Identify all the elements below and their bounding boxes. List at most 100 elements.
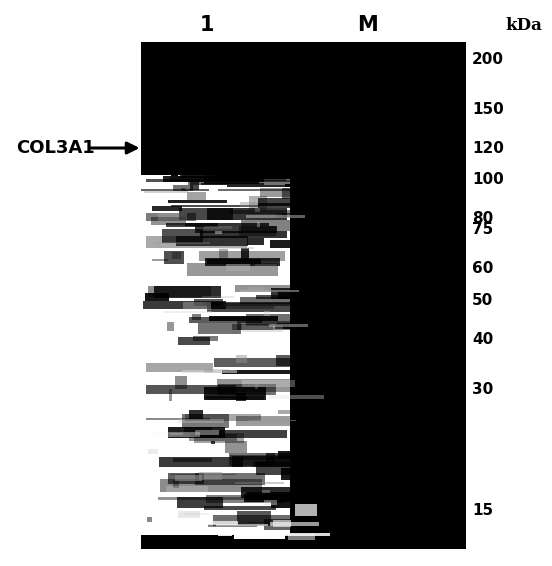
Bar [240, 297, 339, 304]
Bar [241, 220, 313, 231]
Bar [146, 363, 213, 372]
Bar [244, 494, 304, 502]
Bar [183, 170, 301, 178]
Bar [268, 395, 324, 399]
Bar [185, 414, 261, 422]
Bar [218, 534, 232, 536]
Bar [255, 381, 258, 389]
Bar [219, 174, 304, 178]
Bar [203, 302, 220, 305]
Bar [221, 533, 251, 534]
Bar [175, 475, 203, 481]
Bar [162, 229, 203, 243]
Bar [246, 492, 304, 500]
Bar [171, 168, 233, 175]
Text: kDa: kDa [505, 17, 542, 34]
Bar [236, 416, 327, 426]
Bar [146, 169, 263, 172]
Bar [189, 434, 237, 441]
Bar [146, 179, 217, 182]
Bar [218, 189, 325, 191]
Bar [143, 302, 226, 309]
Bar [242, 325, 283, 332]
Bar [199, 251, 285, 261]
Bar [274, 173, 291, 177]
Bar [232, 324, 273, 330]
Bar [166, 224, 217, 227]
Bar [204, 368, 229, 373]
Bar [257, 222, 260, 227]
Bar [151, 432, 199, 437]
Bar [167, 322, 174, 331]
Bar [152, 205, 182, 211]
Text: 100: 100 [472, 172, 504, 187]
Bar [147, 167, 219, 169]
Bar [275, 324, 312, 329]
Bar [254, 208, 260, 212]
Bar [182, 370, 237, 373]
Bar [205, 396, 264, 400]
Bar [204, 506, 276, 510]
Bar [178, 337, 210, 345]
Bar [169, 528, 204, 531]
Bar [168, 473, 204, 484]
Bar [172, 252, 181, 259]
Bar [272, 500, 318, 508]
Bar [248, 287, 263, 290]
Bar [209, 316, 278, 321]
Bar [169, 175, 286, 181]
Bar [194, 299, 223, 306]
Bar [264, 311, 270, 316]
Bar [204, 397, 249, 398]
Bar [255, 264, 277, 265]
Text: 80: 80 [472, 211, 493, 226]
Bar [166, 486, 208, 492]
Bar [235, 285, 297, 292]
Bar [282, 468, 357, 480]
Bar [264, 519, 351, 530]
Bar [204, 226, 232, 229]
Bar [148, 286, 211, 297]
Bar [258, 203, 300, 206]
Bar [194, 433, 243, 443]
Text: 60: 60 [472, 261, 493, 276]
Bar [264, 500, 277, 505]
Bar [278, 410, 321, 414]
Bar [235, 482, 284, 484]
Text: 40: 40 [472, 332, 493, 347]
Bar [178, 511, 200, 517]
Bar [171, 172, 178, 175]
Bar [177, 497, 223, 508]
Bar [295, 504, 317, 516]
Bar [184, 513, 209, 515]
Text: 150: 150 [472, 102, 504, 117]
Bar [278, 451, 332, 458]
Bar [144, 191, 188, 193]
Bar [215, 231, 222, 234]
Bar [269, 324, 308, 327]
Bar [190, 529, 260, 530]
Bar [173, 185, 193, 191]
Bar [171, 205, 259, 208]
Bar [155, 242, 210, 244]
Bar [261, 188, 355, 197]
Bar [272, 288, 337, 299]
Bar [164, 167, 208, 171]
Bar [179, 171, 293, 178]
Bar [247, 522, 288, 524]
Bar [168, 200, 227, 203]
Bar [202, 296, 233, 298]
Bar [240, 532, 273, 536]
Bar [169, 389, 172, 401]
Bar [214, 358, 310, 367]
Bar [233, 533, 285, 539]
Bar [170, 433, 183, 435]
Bar [195, 430, 219, 435]
Bar [194, 430, 286, 438]
Bar [141, 42, 466, 549]
Bar [225, 441, 247, 453]
Text: 30: 30 [472, 382, 493, 397]
Bar [158, 457, 242, 467]
Bar [205, 258, 280, 266]
Bar [253, 461, 319, 467]
